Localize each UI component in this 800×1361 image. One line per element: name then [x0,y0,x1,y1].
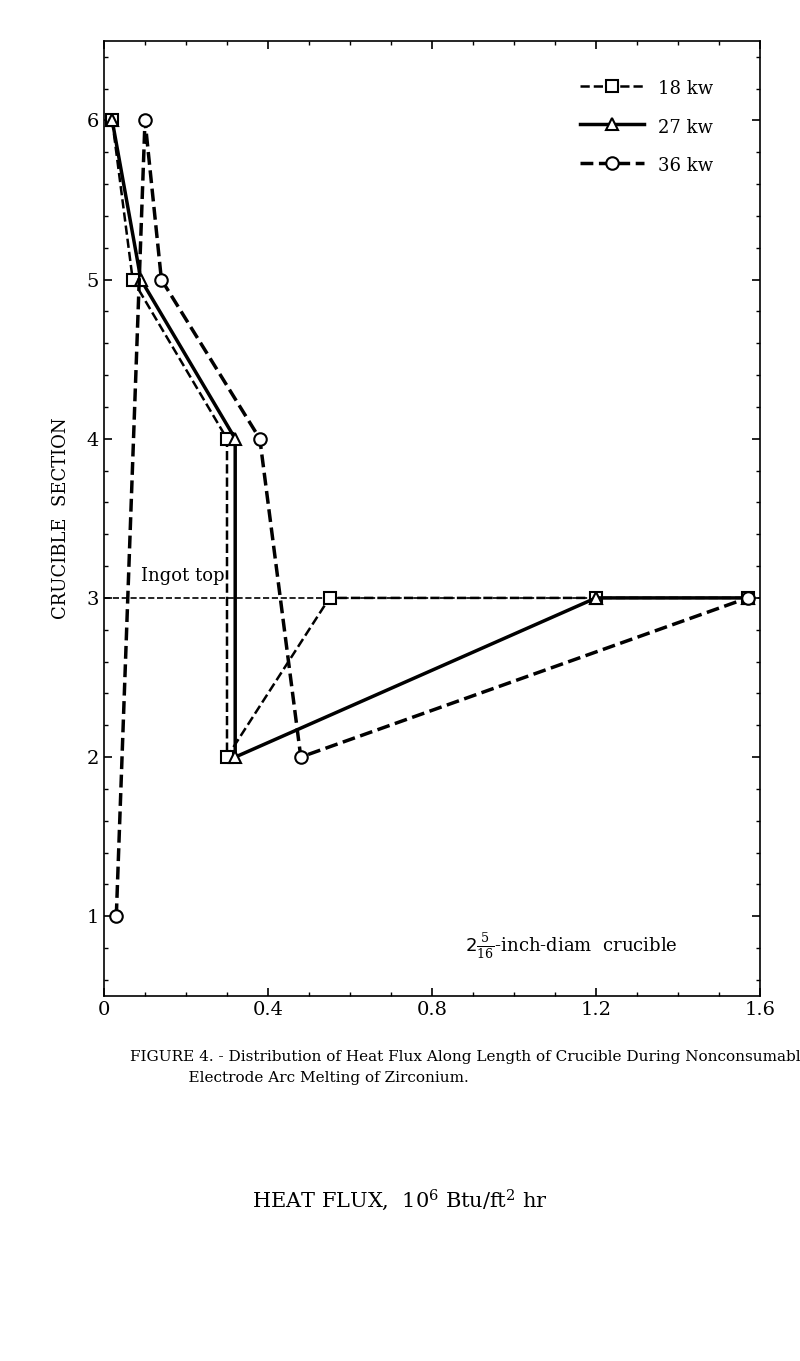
Text: Ingot top: Ingot top [141,568,224,585]
Legend: 18 kw, 27 kw, 36 kw: 18 kw, 27 kw, 36 kw [562,60,731,195]
Text: FIGURE 4. - Distribution of Heat Flux Along Length of Crucible During Nonconsuma: FIGURE 4. - Distribution of Heat Flux Al… [130,1051,800,1085]
Text: $2\mathregular{\frac{5}{16}}$-inch-diam  crucible: $2\mathregular{\frac{5}{16}}$-inch-diam … [465,931,678,961]
Text: HEAT FLUX,  $\mathregular{10^6}$ Btu/ft$\mathregular{^2}$ hr: HEAT FLUX, $\mathregular{10^6}$ Btu/ft$\… [252,1188,548,1213]
Y-axis label: CRUCIBLE  SECTION: CRUCIBLE SECTION [52,418,70,619]
